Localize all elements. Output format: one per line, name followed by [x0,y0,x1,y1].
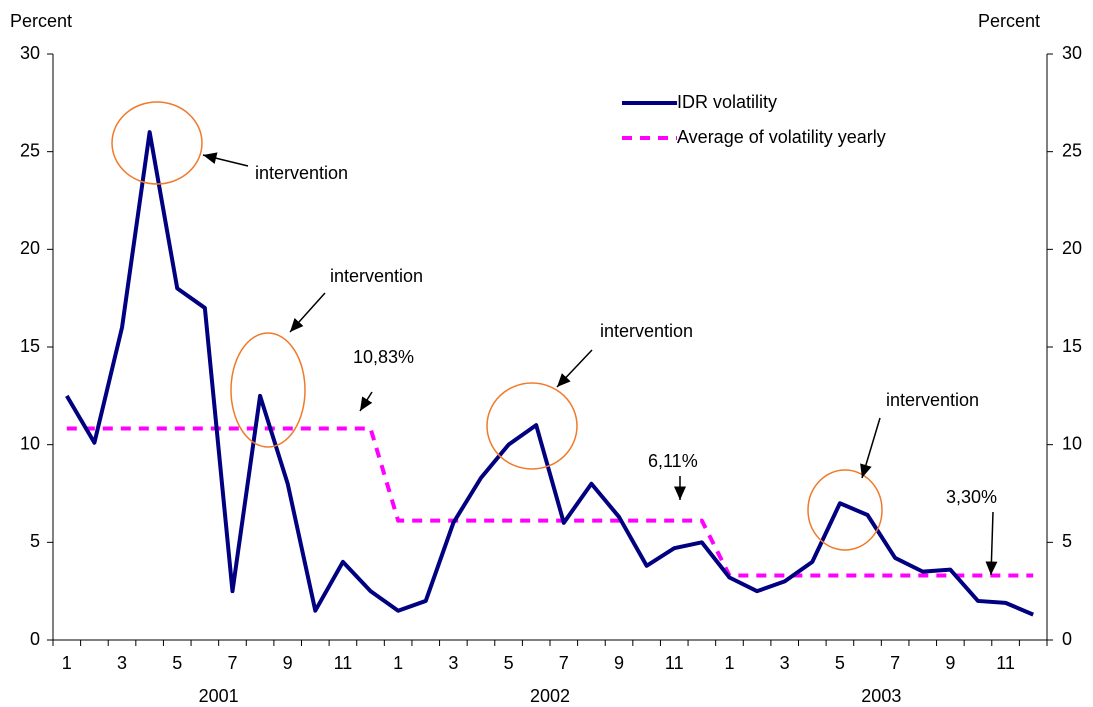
x-tick-label: 11 [996,653,1015,673]
y2-axis-label: Percent [978,11,1040,31]
y-tick-label: 25 [20,140,40,160]
legend-label: IDR volatility [677,92,777,112]
x-tick-label: 7 [890,653,900,673]
annotation: intervention [600,321,693,341]
y2-tick-label: 0 [1062,629,1072,649]
x-tick-label: 3 [448,653,458,673]
x-tick-label: 9 [283,653,293,673]
year-label: 2002 [530,686,570,706]
y-tick-label: 15 [20,336,40,356]
x-tick-label: 3 [117,653,127,673]
annotation-arrow [556,349,593,388]
annotation-arrow [985,511,998,576]
annotation: intervention [886,390,979,410]
y-axis-label: Percent [10,11,72,31]
series-line [65,130,1034,617]
series-line [66,426,1034,578]
annotation: 10,83% [353,347,414,367]
annotation: intervention [330,266,423,286]
highlight-circle [486,382,578,470]
y-tick-label: 0 [30,629,40,649]
y2-tick-label: 5 [1062,531,1072,551]
y2-tick-label: 10 [1062,433,1082,453]
y-tick-label: 20 [20,238,40,258]
year-label: 2001 [199,686,239,706]
x-tick-label: 5 [172,653,182,673]
x-tick-label: 5 [835,653,845,673]
highlight-circle [807,469,883,551]
y2-tick-label: 20 [1062,238,1082,258]
x-tick-label: 9 [614,653,624,673]
annotation-arrow [359,391,373,412]
y2-tick-label: 15 [1062,336,1082,356]
highlight-circle [230,332,306,448]
y-tick-label: 30 [20,43,40,63]
x-tick-label: 1 [62,653,72,673]
x-tick-label: 3 [780,653,790,673]
y2-tick-label: 30 [1062,43,1082,63]
x-tick-label: 1 [724,653,734,673]
x-tick-label: 5 [504,653,514,673]
y2-tick-label: 25 [1062,140,1082,160]
annotation: 6,11% [648,451,698,471]
year-label: 2003 [861,686,901,706]
legend-label: Average of volatility yearly [677,127,886,147]
annotation: intervention [255,163,348,183]
annotation-arrow [860,417,881,479]
y-tick-label: 10 [20,433,40,453]
x-tick-label: 7 [227,653,237,673]
y-tick-label: 5 [30,531,40,551]
x-tick-label: 1 [393,653,403,673]
annotation: 3,30% [946,487,997,507]
x-tick-label: 9 [945,653,955,673]
annotation-arrow [289,292,326,333]
x-tick-label: 11 [665,653,684,673]
annotation-arrow [202,152,249,167]
x-tick-label: 7 [559,653,569,673]
highlight-circle [111,101,203,185]
x-tick-label: 11 [334,653,353,673]
